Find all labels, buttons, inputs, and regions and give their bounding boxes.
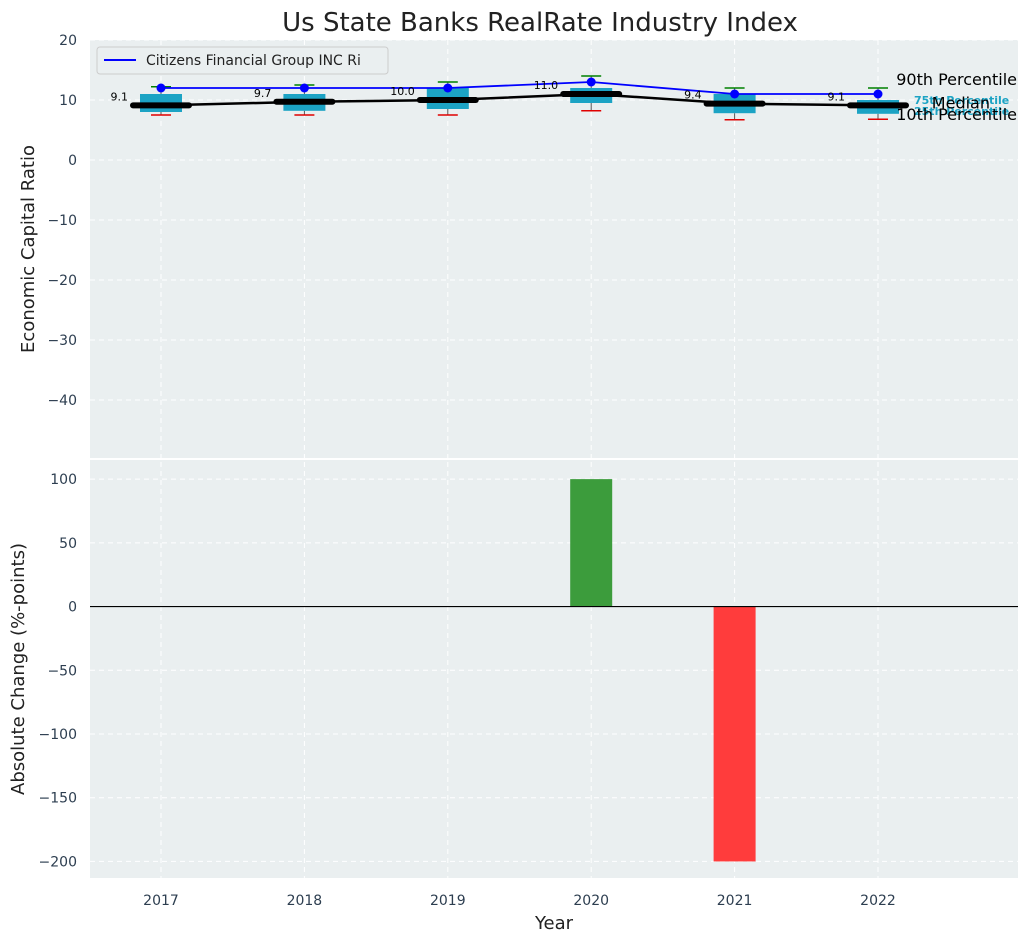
x-tick-labels: 2017 2018 2019 2020 2021 2022: [143, 893, 896, 909]
vertical-gridlines: [160, 40, 879, 878]
bottom-y-tick-label: 100: [50, 472, 77, 488]
change-bars: [570, 479, 756, 862]
x-tick-label: 2017: [143, 893, 179, 909]
legend: Citizens Financial Group INC Ri: [96, 46, 389, 75]
p90-label: 90th Percentile: [896, 70, 1017, 89]
x-tick-label: 2018: [287, 893, 323, 909]
top-y-axis-label: Economic Capital Ratio: [18, 145, 39, 353]
bar-negative: [713, 606, 756, 862]
legend-entry-label: Citizens Financial Group INC Ri: [146, 53, 361, 69]
x-axis-label: Year: [534, 913, 574, 934]
bar-positive: [570, 479, 613, 607]
chart-title: Us State Banks RealRate Industry Index: [282, 8, 798, 38]
top-y-tick-label: −20: [47, 273, 77, 289]
x-tick-label: 2021: [717, 893, 753, 909]
company-point: [299, 83, 309, 93]
company-point: [156, 83, 166, 93]
median-value-label: 9.1: [828, 90, 846, 103]
top-y-tick-label: −40: [47, 393, 77, 409]
company-point: [586, 77, 596, 87]
median-series: [130, 91, 909, 109]
company-point: [873, 89, 883, 99]
median-label: Median: [932, 93, 990, 112]
bottom-plot-area: [90, 460, 1018, 878]
bottom-y-tick-label: 0: [68, 600, 77, 616]
legend-frame: [96, 46, 389, 75]
top-gridlines: [90, 39, 1018, 401]
median-value-labels: 9.1 9.7 10.0 11.0 9.4 9.1: [111, 79, 846, 103]
company-point: [443, 83, 453, 93]
top-y-tick-label: 0: [68, 153, 77, 169]
bottom-y-tick-label: −50: [47, 663, 77, 679]
top-y-tick-label: 10: [59, 93, 77, 109]
company-line: [161, 81, 878, 95]
top-y-tick-label: −10: [47, 213, 77, 229]
top-y-tick-label: −30: [47, 333, 77, 349]
p10-label: 10th Percentile: [896, 105, 1017, 124]
p75-label: 75th Percentile: [914, 94, 1009, 107]
p25-label: 25th Percentile: [914, 105, 1009, 118]
median-value-label: 11.0: [534, 79, 559, 92]
top-y-tick-label: 20: [59, 33, 77, 49]
median-value-label: 9.1: [111, 90, 129, 103]
bottom-y-tick-label: −200: [39, 854, 77, 870]
x-tick-label: 2019: [430, 893, 466, 909]
median-value-label: 9.7: [254, 87, 272, 100]
median-value-label: 10.0: [390, 85, 415, 98]
x-tick-label: 2022: [860, 893, 896, 909]
bottom-y-tick-label: 50: [59, 536, 77, 552]
bottom-y-tick-label: −150: [39, 791, 77, 807]
top-y-tick-labels: 20 10 0 −10 −20 −30 −40: [47, 33, 77, 409]
company-point: [730, 89, 740, 99]
company-series: [156, 77, 883, 99]
x-tick-label: 2020: [573, 893, 609, 909]
bottom-y-tick-labels: 100 50 0 −50 −100 −150 −200: [39, 472, 77, 870]
median-value-label: 9.4: [684, 89, 702, 102]
bottom-y-axis-label: Absolute Change (%-points): [8, 543, 29, 795]
bottom-y-tick-label: −100: [39, 727, 77, 743]
